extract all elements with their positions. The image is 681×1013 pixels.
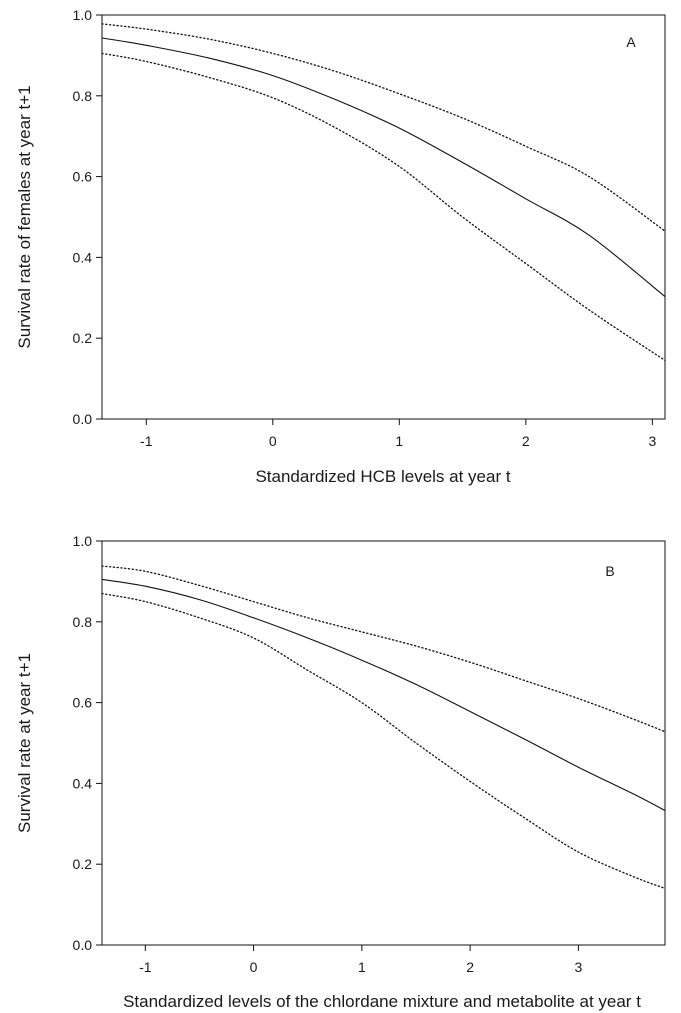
confidence-bound-line xyxy=(101,592,666,890)
x-axis: -1 0 1 2 3 xyxy=(140,419,656,449)
x-tick-label: 0 xyxy=(250,959,258,975)
y-axis: 0.0 0.2 0.4 0.6 0.8 1.0 xyxy=(73,533,102,953)
y-tick-label: 0.2 xyxy=(73,330,93,346)
y-axis: 0.0 0.2 0.4 0.6 0.8 1.0 xyxy=(73,7,102,427)
x-tick-label: -1 xyxy=(140,433,153,449)
plot-frame xyxy=(101,540,666,946)
y-tick-label: 1.0 xyxy=(73,533,93,549)
chart-panel-a: 0.0 0.2 0.4 0.6 0.8 1.0 -1 0 1 2 3 A Standardized… xyxy=(15,7,666,486)
y-tick-label: 0.4 xyxy=(73,775,93,791)
x-tick-label: 3 xyxy=(648,433,656,449)
x-tick-label: 2 xyxy=(466,959,474,975)
x-tick-label: 3 xyxy=(574,959,582,975)
y-tick-label: 0.6 xyxy=(73,169,93,185)
y-tick-label: 0.6 xyxy=(73,695,93,711)
survival-estimate-line xyxy=(101,578,666,811)
x-tick-label: 0 xyxy=(269,433,277,449)
x-axis-title: Standardized levels of the chlordane mix… xyxy=(123,992,641,1011)
y-axis-title: Survival rate of females at year t+1 xyxy=(15,85,34,348)
x-tick-label: 2 xyxy=(522,433,530,449)
x-tick-label: 1 xyxy=(395,433,403,449)
y-tick-label: 1.0 xyxy=(73,7,93,23)
y-tick-label: 0.4 xyxy=(73,249,93,265)
confidence-bound-line xyxy=(101,23,666,232)
y-axis-title: Survival rate at year t+1 xyxy=(15,653,34,833)
y-tick-label: 0.8 xyxy=(73,88,93,104)
x-tick-label: -1 xyxy=(139,959,152,975)
plot-frame xyxy=(101,14,666,420)
confidence-bound-line xyxy=(101,52,666,362)
series-group xyxy=(101,23,666,362)
confidence-bound-line xyxy=(101,565,666,733)
panel-label: A xyxy=(626,34,636,50)
x-axis: -1 0 1 2 3 xyxy=(139,945,582,975)
y-tick-label: 0.0 xyxy=(73,937,93,953)
y-tick-label: 0.8 xyxy=(73,614,93,630)
x-axis-title: Standardized HCB levels at year t xyxy=(255,467,510,486)
survival-estimate-line xyxy=(101,37,666,298)
panel-label: B xyxy=(605,563,614,579)
y-tick-label: 0.0 xyxy=(73,411,93,427)
series-group xyxy=(101,565,666,890)
x-tick-label: 1 xyxy=(358,959,366,975)
chart-panel-b: 0.0 0.2 0.4 0.6 0.8 1.0 -1 0 1 2 3 B Standardized… xyxy=(15,533,666,1011)
y-tick-label: 0.2 xyxy=(73,856,93,872)
